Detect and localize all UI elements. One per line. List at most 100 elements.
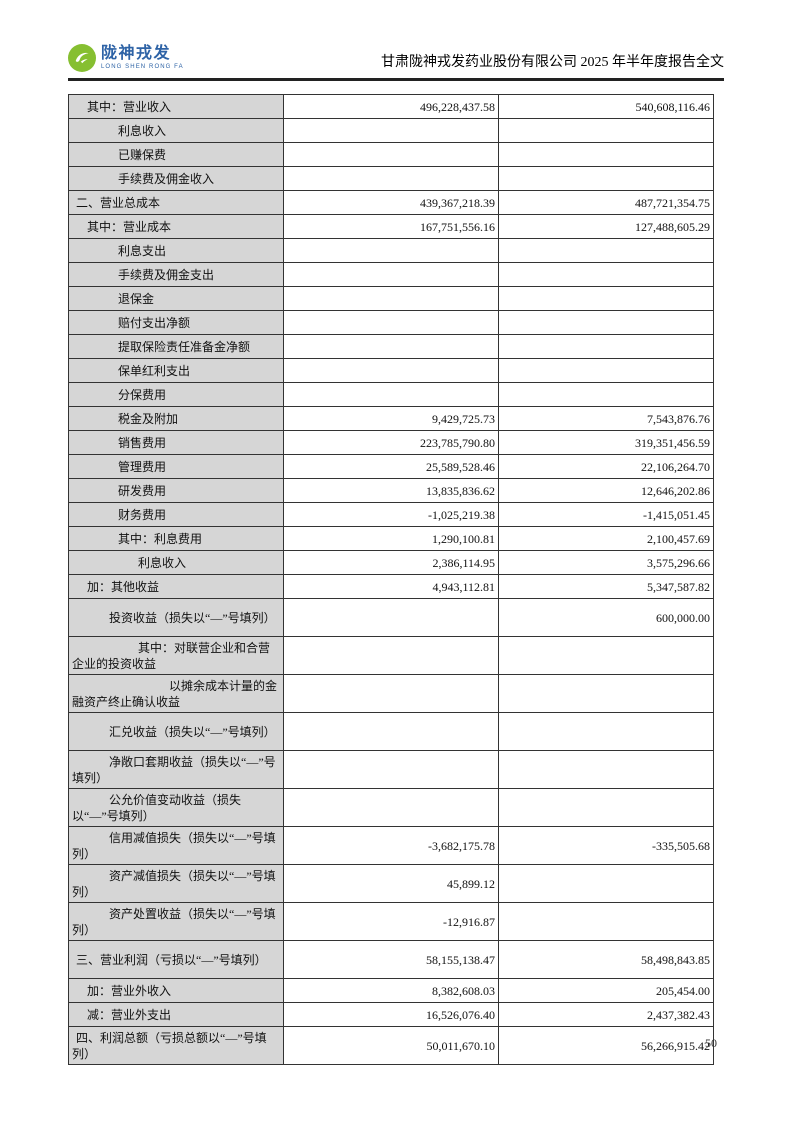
table-row: 财务费用 -1,025,219.38 -1,415,051.45 (68, 502, 714, 527)
row-label: 二、营业总成本 (68, 190, 284, 215)
row-value-current-period: 16,526,076.40 (283, 1002, 499, 1027)
row-value-current-period (283, 334, 499, 359)
row-value-prior-period: -1,415,051.45 (498, 502, 714, 527)
row-value-current-period: 496,228,437.58 (283, 94, 499, 119)
row-label: 其中：营业收入 (68, 94, 284, 119)
table-row: 退保金 (68, 286, 714, 311)
row-value-prior-period (498, 358, 714, 383)
row-value-prior-period: 58,498,843.85 (498, 940, 714, 979)
row-label: 利息支出 (68, 238, 284, 263)
row-value-prior-period: -335,505.68 (498, 826, 714, 865)
table-row: 净敞口套期收益（损失以“—”号填列） (68, 750, 714, 789)
row-value-prior-period (498, 286, 714, 311)
bird-swoosh-icon (68, 44, 96, 72)
row-value-prior-period (498, 262, 714, 287)
page-header: 陇神戎发 LONG SHEN RONG FA 甘肃陇神戎发药业股份有限公司 20… (68, 44, 724, 72)
table-row: 分保费用 (68, 382, 714, 407)
table-row: 减：营业外支出 16,526,076.40 2,437,382.43 (68, 1002, 714, 1027)
table-row: 已赚保费 (68, 142, 714, 167)
row-value-prior-period (498, 238, 714, 263)
row-value-current-period: 50,011,670.10 (283, 1026, 499, 1065)
row-label: 净敞口套期收益（损失以“—”号填列） (68, 750, 284, 789)
row-value-prior-period: 540,608,116.46 (498, 94, 714, 119)
row-value-prior-period: 127,488,605.29 (498, 214, 714, 239)
row-value-current-period (283, 674, 499, 713)
table-row: 提取保险责任准备金净额 (68, 334, 714, 359)
row-label: 利息收入 (68, 118, 284, 143)
row-label: 投资收益（损失以“—”号填列） (68, 598, 284, 637)
row-value-prior-period: 205,454.00 (498, 978, 714, 1003)
logo-company-name-en: LONG SHEN RONG FA (101, 64, 184, 70)
table-row: 利息收入 (68, 118, 714, 143)
row-label: 税金及附加 (68, 406, 284, 431)
income-statement-body: 其中：营业收入 496,228,437.58 540,608,116.46 利息收入已… (68, 94, 714, 1065)
row-label: 分保费用 (68, 382, 284, 407)
row-label: 赔付支出净额 (68, 310, 284, 335)
row-value-current-period (283, 358, 499, 383)
table-row: 资产处置收益（损失以“—”号填列） -12,916.87 (68, 902, 714, 941)
table-row: 手续费及佣金收入 (68, 166, 714, 191)
row-label: 退保金 (68, 286, 284, 311)
row-label: 汇兑收益（损失以“—”号填列） (68, 712, 284, 751)
table-row: 四、利润总额（亏损总额以“—”号填列） 50,011,670.10 56,266,9… (68, 1026, 714, 1065)
table-row: 税金及附加 9,429,725.73 7,543,876.76 (68, 406, 714, 431)
row-value-current-period (283, 142, 499, 167)
row-value-prior-period (498, 166, 714, 191)
logo-company-name: 陇神戎发 (101, 45, 172, 62)
table-row: 其中：营业收入 496,228,437.58 540,608,116.46 (68, 94, 714, 119)
row-label: 已赚保费 (68, 142, 284, 167)
row-label: 信用减值损失（损失以“—”号填列） (68, 826, 284, 865)
table-row: 投资收益（损失以“—”号填列） 600,000.00 (68, 598, 714, 637)
row-value-prior-period (498, 750, 714, 789)
row-value-current-period (283, 636, 499, 675)
row-value-prior-period: 487,721,354.75 (498, 190, 714, 215)
income-statement-table: 其中：营业收入 496,228,437.58 540,608,116.46 利息收入已… (68, 94, 714, 1065)
row-value-current-period (283, 310, 499, 335)
row-label: 其中：对联营企业和合营企业的投资收益 (68, 636, 284, 675)
row-label: 公允价值变动收益（损失以“—”号填列） (68, 788, 284, 827)
row-label: 加：其他收益 (68, 574, 284, 599)
logo-text: 陇神戎发 LONG SHEN RONG FA (101, 45, 184, 71)
row-label: 手续费及佣金收入 (68, 166, 284, 191)
table-row: 资产减值损失（损失以“—”号填列） 45,899.12 (68, 864, 714, 903)
row-value-current-period: 13,835,836.62 (283, 478, 499, 503)
table-row: 保单红利支出 (68, 358, 714, 383)
table-row: 以摊余成本计量的金融资产终止确认收益 (68, 674, 714, 713)
table-row: 管理费用 25,589,528.46 22,106,264.70 (68, 454, 714, 479)
page-number: 50 (705, 1036, 717, 1050)
row-value-prior-period: 600,000.00 (498, 598, 714, 637)
row-value-current-period (283, 286, 499, 311)
row-label: 提取保险责任准备金净额 (68, 334, 284, 359)
row-value-prior-period (498, 310, 714, 335)
table-row: 加：其他收益 4,943,112.81 5,347,587.82 (68, 574, 714, 599)
row-label: 财务费用 (68, 502, 284, 527)
row-value-current-period (283, 788, 499, 827)
row-value-current-period: 25,589,528.46 (283, 454, 499, 479)
table-row: 加：营业外收入 8,382,608.03 205,454.00 (68, 978, 714, 1003)
report-title: 甘肃陇神戎发药业股份有限公司 2025 年半年度报告全文 (381, 55, 724, 70)
row-value-prior-period: 22,106,264.70 (498, 454, 714, 479)
row-label: 保单红利支出 (68, 358, 284, 383)
row-value-current-period: 439,367,218.39 (283, 190, 499, 215)
row-value-prior-period: 319,351,456.59 (498, 430, 714, 455)
row-label: 手续费及佣金支出 (68, 262, 284, 287)
row-label: 减：营业外支出 (68, 1002, 284, 1027)
row-value-current-period: 167,751,556.16 (283, 214, 499, 239)
row-value-current-period: 45,899.12 (283, 864, 499, 903)
row-value-prior-period (498, 674, 714, 713)
table-row: 二、营业总成本 439,367,218.39 487,721,354.75 (68, 190, 714, 215)
row-value-current-period (283, 262, 499, 287)
row-label: 研发费用 (68, 478, 284, 503)
row-value-current-period: 1,290,100.81 (283, 526, 499, 551)
table-row: 销售费用 223,785,790.80 319,351,456.59 (68, 430, 714, 455)
row-label: 其中：营业成本 (68, 214, 284, 239)
row-value-prior-period: 2,437,382.43 (498, 1002, 714, 1027)
row-value-current-period (283, 166, 499, 191)
row-value-prior-period (498, 788, 714, 827)
row-value-prior-period: 5,347,587.82 (498, 574, 714, 599)
row-value-prior-period (498, 118, 714, 143)
row-label: 以摊余成本计量的金融资产终止确认收益 (68, 674, 284, 713)
row-value-prior-period: 2,100,457.69 (498, 526, 714, 551)
row-value-current-period (283, 598, 499, 637)
